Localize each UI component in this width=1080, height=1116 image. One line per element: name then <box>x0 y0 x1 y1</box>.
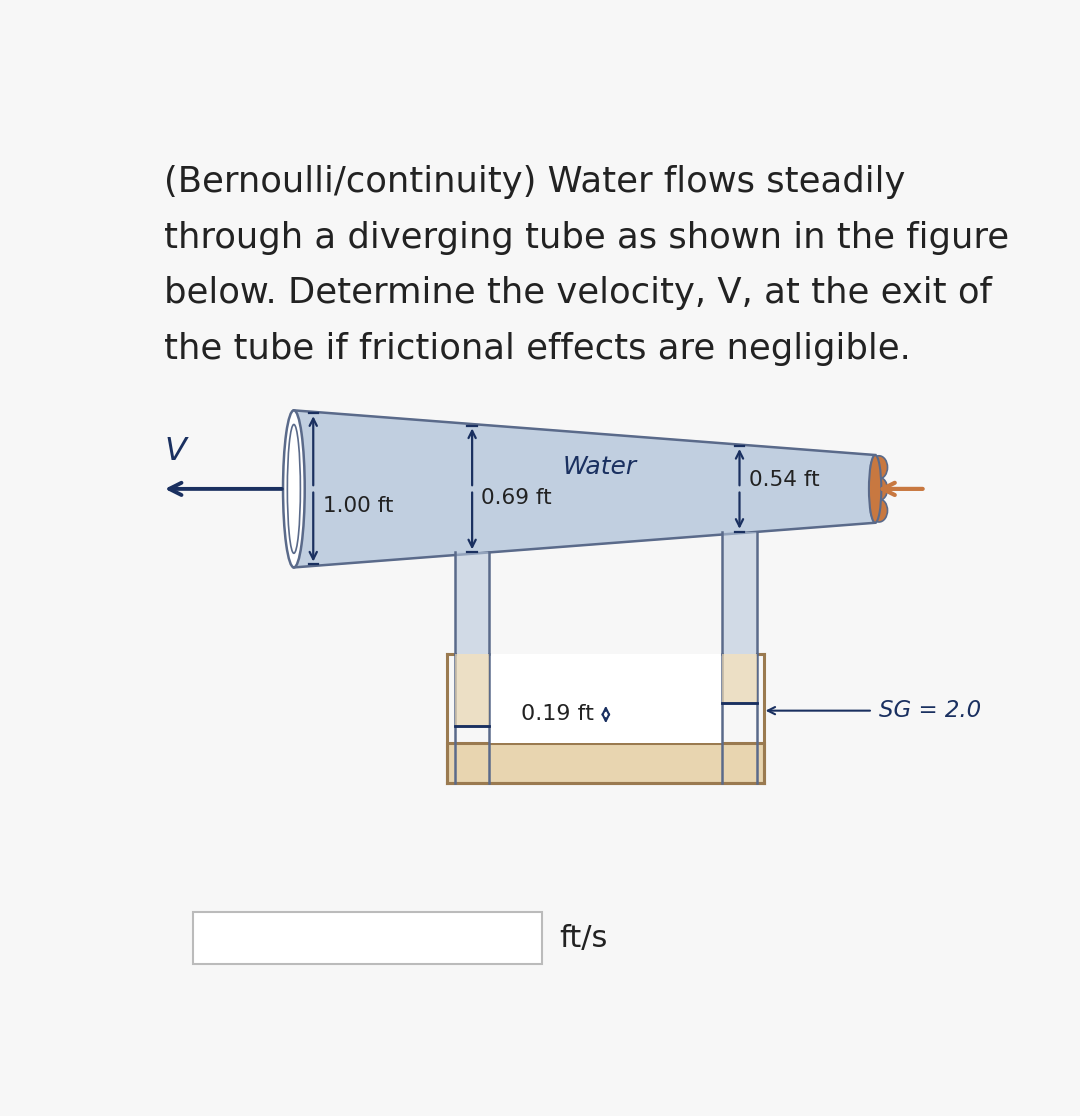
Text: Water: Water <box>563 455 637 480</box>
Text: through a diverging tube as shown in the figure: through a diverging tube as shown in the… <box>164 221 1010 254</box>
Bar <box>723 531 757 654</box>
Text: V: V <box>164 436 186 468</box>
Bar <box>489 654 723 743</box>
Text: 0.69 ft: 0.69 ft <box>482 488 552 508</box>
Text: SG = 2.0: SG = 2.0 <box>879 699 981 722</box>
Text: 1.00 ft: 1.00 ft <box>323 496 393 516</box>
Ellipse shape <box>283 411 305 567</box>
Ellipse shape <box>869 455 881 522</box>
Bar <box>723 654 757 703</box>
Bar <box>455 552 489 654</box>
Text: (Bernoulli/continuity) Water flows steadily: (Bernoulli/continuity) Water flows stead… <box>164 165 906 200</box>
Text: the tube if frictional effects are negligible.: the tube if frictional effects are negli… <box>164 331 912 366</box>
Ellipse shape <box>870 478 888 500</box>
Ellipse shape <box>870 455 888 479</box>
Bar <box>455 654 489 727</box>
Ellipse shape <box>287 424 300 554</box>
Text: 0.19 ft: 0.19 ft <box>522 704 594 724</box>
Text: below. Determine the velocity, V, at the exit of: below. Determine the velocity, V, at the… <box>164 277 993 310</box>
Bar <box>193 913 542 964</box>
Text: ft/s: ft/s <box>559 924 607 953</box>
Polygon shape <box>294 411 875 567</box>
Text: 0.54 ft: 0.54 ft <box>748 470 820 490</box>
Bar <box>447 743 765 783</box>
Ellipse shape <box>870 499 888 522</box>
